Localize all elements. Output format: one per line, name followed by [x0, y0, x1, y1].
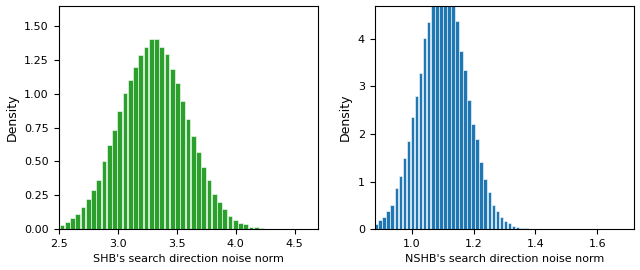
Bar — [102, 161, 106, 229]
Bar — [495, 211, 499, 229]
Bar — [148, 39, 154, 229]
Bar — [366, 227, 370, 229]
Bar — [76, 214, 80, 229]
Bar — [479, 162, 483, 229]
Bar — [447, 0, 451, 229]
Bar — [154, 39, 159, 229]
Bar — [180, 101, 185, 229]
Bar — [463, 70, 467, 229]
Y-axis label: Density: Density — [339, 94, 352, 141]
Bar — [435, 0, 438, 229]
Bar — [460, 50, 463, 229]
Bar — [382, 217, 386, 229]
Bar — [107, 145, 111, 229]
Bar — [243, 224, 248, 229]
Bar — [512, 226, 515, 229]
Bar — [488, 191, 491, 229]
Bar — [399, 176, 402, 229]
Bar — [483, 179, 487, 229]
Bar — [508, 223, 511, 229]
Bar — [406, 141, 410, 229]
Bar — [96, 180, 101, 229]
Bar — [228, 216, 232, 229]
Bar — [455, 21, 459, 229]
Bar — [186, 120, 190, 229]
Bar — [86, 200, 90, 229]
Bar — [500, 217, 503, 229]
Bar — [415, 96, 419, 229]
Bar — [427, 22, 431, 229]
Bar — [143, 47, 148, 229]
Bar — [259, 228, 264, 229]
Bar — [362, 228, 366, 229]
Bar — [191, 136, 195, 229]
Bar — [439, 0, 443, 229]
Bar — [387, 211, 390, 229]
Bar — [233, 220, 237, 229]
Bar — [133, 67, 138, 229]
Bar — [516, 227, 520, 229]
Bar — [370, 226, 374, 229]
X-axis label: SHB's search direction noise norm: SHB's search direction noise norm — [93, 254, 284, 264]
Bar — [248, 227, 253, 229]
Bar — [520, 228, 524, 229]
Bar — [65, 222, 70, 229]
Bar — [238, 223, 243, 229]
Bar — [411, 117, 414, 229]
Bar — [44, 228, 49, 229]
Bar — [138, 55, 143, 229]
Bar — [222, 208, 227, 229]
Bar — [419, 73, 422, 229]
Bar — [49, 227, 54, 229]
Bar — [492, 205, 495, 229]
Bar — [54, 225, 59, 229]
Bar — [170, 69, 175, 229]
Bar — [254, 227, 259, 229]
X-axis label: NSHB's search direction noise norm: NSHB's search direction noise norm — [405, 254, 604, 264]
Bar — [207, 180, 211, 229]
Bar — [164, 54, 169, 229]
Bar — [122, 93, 127, 229]
Bar — [81, 207, 85, 229]
Y-axis label: Density: Density — [6, 94, 19, 141]
Bar — [451, 4, 455, 229]
Bar — [38, 228, 44, 229]
Bar — [202, 167, 206, 229]
Bar — [403, 158, 406, 229]
Bar — [394, 188, 398, 229]
Bar — [374, 224, 378, 229]
Bar — [431, 6, 435, 229]
Bar — [467, 100, 471, 229]
Bar — [91, 190, 96, 229]
Bar — [212, 194, 216, 229]
Bar — [443, 0, 447, 229]
Bar — [128, 80, 132, 229]
Bar — [423, 38, 426, 229]
Bar — [471, 124, 475, 229]
Bar — [175, 83, 180, 229]
Bar — [524, 228, 527, 229]
Bar — [390, 205, 394, 229]
Bar — [196, 152, 201, 229]
Bar — [70, 218, 75, 229]
Bar — [117, 111, 122, 229]
Bar — [378, 220, 382, 229]
Bar — [159, 48, 164, 229]
Bar — [504, 221, 508, 229]
Bar — [112, 130, 116, 229]
Bar — [60, 225, 64, 229]
Bar — [217, 202, 222, 229]
Bar — [476, 139, 479, 229]
